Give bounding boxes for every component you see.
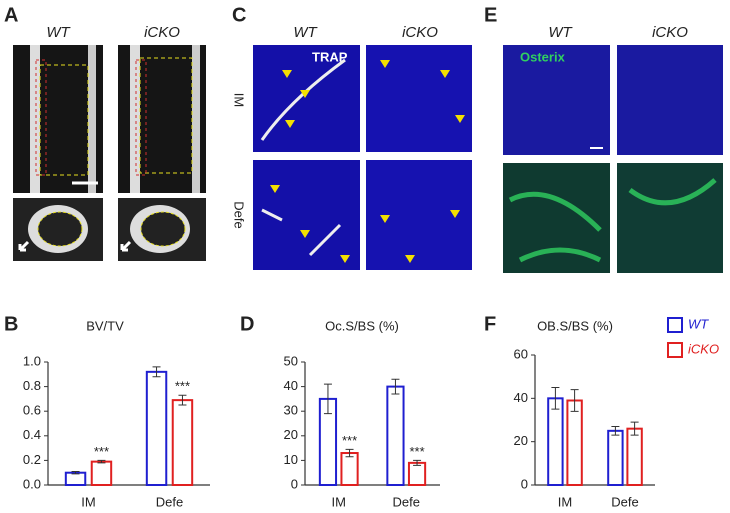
x-tick-label: Defe — [156, 494, 183, 509]
y-tick-label: 40 — [514, 390, 528, 405]
bar — [607, 429, 624, 487]
bar — [171, 399, 194, 487]
y-tick-label: 0.4 — [23, 427, 41, 442]
chart-title: OB.S/BS (%) — [537, 318, 613, 333]
significance: *** — [94, 444, 109, 459]
panel-letter: B — [4, 313, 18, 335]
x-tick-label: IM — [332, 494, 346, 509]
stain-label: TRAP — [312, 49, 348, 64]
error-bar — [323, 383, 332, 415]
column-label: WT — [293, 24, 318, 41]
bar — [145, 370, 168, 486]
x-tick-label: Defe — [393, 494, 420, 509]
trap-images — [253, 45, 472, 270]
bar — [340, 452, 359, 486]
panel-letter: C — [232, 4, 246, 26]
x-tick-label: IM — [558, 494, 572, 509]
column-label: iCKO — [402, 24, 438, 41]
y-tick-label: 0.8 — [23, 378, 41, 393]
y-tick-label: 50 — [284, 353, 298, 368]
significance: *** — [175, 379, 190, 394]
legend-swatch — [667, 342, 683, 358]
chart-title: Oc.S/BS (%) — [325, 318, 399, 333]
panel-letter: E — [484, 4, 497, 26]
chart-title: BV/TV — [86, 318, 124, 333]
error-bar — [551, 387, 560, 410]
legend-swatch — [667, 317, 683, 333]
y-tick-label: 20 — [514, 433, 528, 448]
error-bar — [570, 389, 579, 412]
x-tick-label: Defe — [611, 494, 638, 509]
column-label: iCKO — [652, 24, 688, 41]
osterix-images — [503, 45, 723, 273]
y-tick-label: 60 — [514, 346, 528, 361]
error-bar — [345, 448, 354, 458]
y-tick-label: 30 — [284, 403, 298, 418]
legend-label: iCKO — [688, 341, 719, 356]
row-label: Defe — [232, 201, 247, 228]
column-label: WT — [548, 24, 573, 41]
bar — [64, 471, 87, 487]
y-tick-label: 0.0 — [23, 476, 41, 491]
panel-letter: F — [484, 313, 496, 335]
significance: *** — [342, 433, 357, 448]
column-label: iCKO — [144, 24, 180, 41]
bar — [407, 461, 427, 486]
bar — [566, 399, 583, 486]
error-bar — [71, 470, 80, 475]
error-bar — [413, 459, 422, 466]
y-tick-label: 0.6 — [23, 403, 41, 418]
y-tick-label: 0 — [291, 476, 298, 491]
row-label: IM — [232, 93, 247, 107]
panel-letter: A — [4, 4, 18, 26]
panel-letter: D — [240, 313, 254, 335]
y-tick-label: 20 — [284, 427, 298, 442]
legend-label: WT — [688, 316, 709, 331]
x-tick-label: IM — [81, 494, 95, 509]
microct-images — [13, 45, 206, 261]
stain-label: Osterix — [520, 49, 566, 64]
y-tick-label: 10 — [284, 452, 298, 467]
bar — [386, 385, 405, 487]
y-tick-label: 0.2 — [23, 452, 41, 467]
y-tick-label: 40 — [284, 378, 298, 393]
error-bar — [611, 426, 620, 436]
error-bar — [630, 421, 639, 436]
error-bar — [97, 459, 106, 464]
y-tick-label: 1.0 — [23, 353, 41, 368]
significance: *** — [409, 444, 424, 459]
bar — [90, 460, 113, 487]
column-label: WT — [46, 24, 71, 41]
y-tick-label: 0 — [521, 476, 528, 491]
error-bar — [178, 394, 187, 406]
bar — [626, 427, 643, 486]
error-bar — [152, 366, 161, 378]
bar — [547, 397, 564, 487]
error-bar — [391, 378, 400, 395]
